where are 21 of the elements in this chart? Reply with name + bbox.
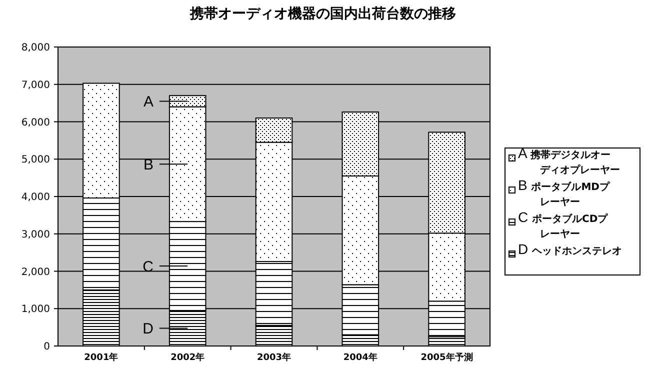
- y-tick-label: 6,000: [21, 117, 50, 128]
- x-tick-label: 2001年: [84, 352, 118, 363]
- x-tick-label: 2004年: [343, 352, 378, 363]
- y-tick-label: 7,000: [21, 80, 50, 91]
- x-tick-label: 2005年予測: [420, 352, 473, 363]
- annotation: A: [143, 93, 154, 110]
- legend-label: B ポータブルMDプレーヤー: [518, 177, 610, 208]
- legend-label: C ポータブルCDプレーヤー: [518, 209, 609, 240]
- y-tick-label: 2,000: [21, 266, 50, 278]
- y-tick-label: 8,000: [21, 42, 50, 54]
- legend-label: D ヘッドホンステレオ: [518, 241, 622, 257]
- y-tick-label: 5,000: [21, 154, 50, 166]
- y-tick-label: 1,000: [21, 304, 50, 316]
- x-tick-label: 2002年: [170, 352, 205, 363]
- chart-title: 携帯オーディオ機器の国内出荷台数の推移: [189, 5, 456, 22]
- y-tick-label: 0: [44, 342, 50, 352]
- y-tick-label: 4,000: [21, 192, 50, 203]
- legend-label: A 携帯デジタルオーディオプレーヤー: [518, 145, 620, 176]
- y-tick-label: 3,000: [21, 229, 50, 240]
- annotation: D: [142, 320, 154, 338]
- x-tick-label: 2003年: [256, 352, 292, 363]
